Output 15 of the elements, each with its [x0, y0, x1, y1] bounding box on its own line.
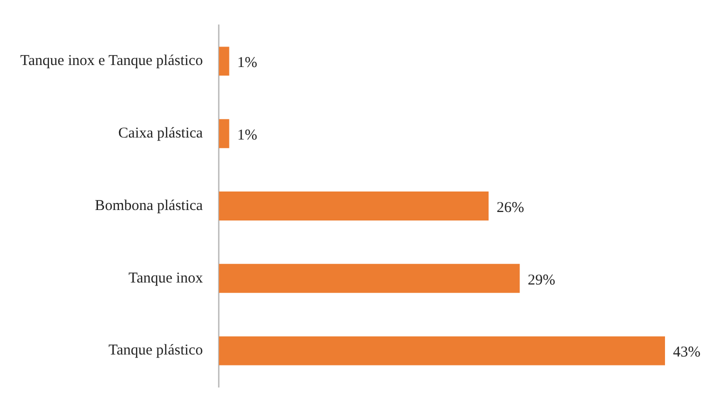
y-tick-label: Tanque plástico: [108, 342, 203, 359]
data-label: 26%: [496, 200, 524, 216]
y-tick-label: Bombona plástica: [94, 198, 204, 214]
bar: [218, 119, 230, 148]
bar: [218, 46, 230, 76]
data-label: 1%: [237, 55, 258, 72]
bar: [218, 336, 665, 366]
y-tick-label: Tanque inox: [128, 270, 204, 286]
bar: [218, 192, 489, 220]
bar: [218, 264, 520, 293]
data-label: 1%: [237, 128, 258, 144]
y-tick-label: Caixa plástica: [118, 126, 204, 142]
data-label: 29%: [528, 272, 556, 288]
data-label: 43%: [673, 344, 700, 361]
y-tick-label: Tanque inox e Tanque plástico: [20, 53, 203, 70]
